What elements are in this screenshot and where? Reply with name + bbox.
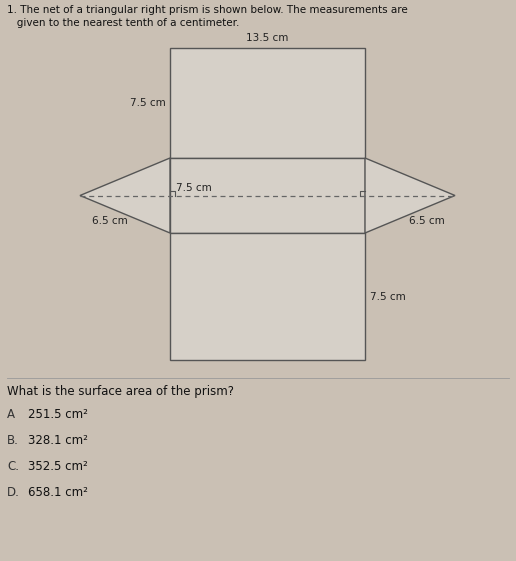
Polygon shape xyxy=(80,158,170,233)
Text: 328.1 cm²: 328.1 cm² xyxy=(28,434,88,447)
Text: 251.5 cm²: 251.5 cm² xyxy=(28,408,88,421)
Text: 13.5 cm: 13.5 cm xyxy=(246,33,288,43)
Text: 1. The net of a triangular right prism is shown below. The measurements are
   g: 1. The net of a triangular right prism i… xyxy=(7,5,408,28)
Bar xyxy=(170,233,365,360)
Text: 7.5 cm: 7.5 cm xyxy=(130,98,166,108)
Text: A: A xyxy=(7,408,15,421)
Text: 7.5 cm: 7.5 cm xyxy=(370,292,406,301)
Text: C.: C. xyxy=(7,460,19,473)
Text: What is the surface area of the prism?: What is the surface area of the prism? xyxy=(7,385,234,398)
Text: 6.5 cm: 6.5 cm xyxy=(409,215,445,226)
Text: 658.1 cm²: 658.1 cm² xyxy=(28,486,88,499)
Text: 352.5 cm²: 352.5 cm² xyxy=(28,460,88,473)
Bar xyxy=(170,48,365,158)
Text: 6.5 cm: 6.5 cm xyxy=(92,215,128,226)
Polygon shape xyxy=(365,158,455,233)
Text: 7.5 cm: 7.5 cm xyxy=(176,182,212,192)
Text: B.: B. xyxy=(7,434,19,447)
Bar xyxy=(170,158,365,233)
Text: D.: D. xyxy=(7,486,20,499)
